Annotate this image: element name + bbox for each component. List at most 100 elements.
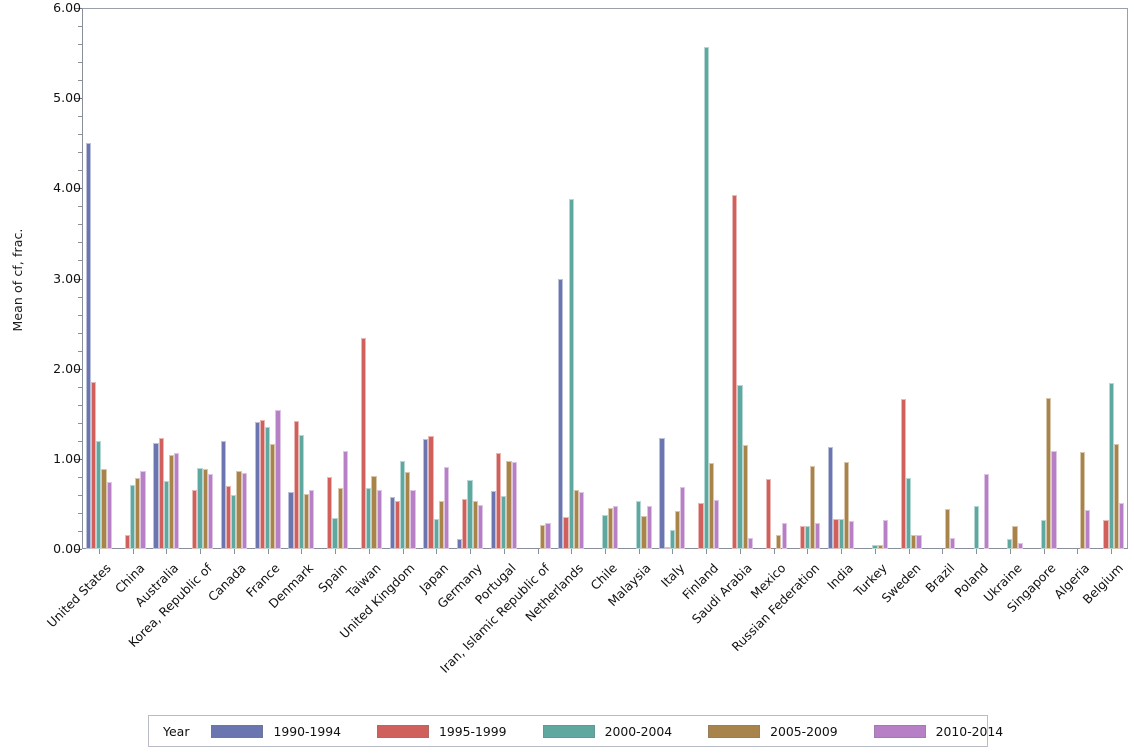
legend-item[interactable]: 2005-2009 — [708, 724, 838, 739]
bar[interactable] — [163, 481, 169, 549]
bar[interactable] — [506, 460, 512, 549]
bar[interactable] — [192, 490, 198, 549]
bar[interactable] — [573, 490, 580, 549]
bar[interactable] — [462, 499, 468, 549]
bar[interactable] — [202, 468, 208, 549]
bar[interactable] — [558, 279, 564, 549]
bar[interactable] — [477, 504, 484, 549]
bar[interactable] — [288, 492, 294, 549]
bar[interactable] — [872, 544, 878, 549]
bar[interactable] — [911, 535, 917, 549]
bar[interactable] — [467, 480, 473, 549]
bar[interactable] — [737, 384, 743, 549]
bar[interactable] — [843, 462, 849, 549]
bar[interactable] — [457, 539, 463, 549]
bar[interactable] — [511, 462, 517, 549]
bar[interactable] — [1108, 383, 1114, 549]
bar[interactable] — [607, 507, 613, 549]
bar[interactable] — [1103, 520, 1109, 549]
bar[interactable] — [428, 436, 434, 549]
bar[interactable] — [501, 495, 507, 549]
bar[interactable] — [1046, 397, 1052, 549]
bar[interactable] — [804, 526, 811, 549]
bar[interactable] — [327, 476, 333, 549]
bar[interactable] — [259, 420, 265, 549]
bar[interactable] — [945, 509, 951, 549]
bar[interactable] — [680, 486, 686, 549]
bar[interactable] — [254, 421, 260, 549]
bar[interactable] — [848, 521, 855, 549]
bar[interactable] — [106, 482, 112, 549]
bar[interactable] — [828, 447, 834, 549]
bar[interactable] — [810, 466, 816, 549]
bar[interactable] — [669, 530, 676, 549]
bar[interactable] — [1113, 443, 1119, 549]
bar[interactable] — [366, 487, 372, 549]
bar[interactable] — [389, 496, 395, 549]
bar[interactable] — [1007, 539, 1013, 549]
bar[interactable] — [579, 492, 585, 549]
bar[interactable] — [332, 518, 338, 549]
bar[interactable] — [394, 501, 400, 549]
bar[interactable] — [714, 500, 720, 549]
bar[interactable] — [298, 435, 304, 549]
bar[interactable] — [747, 538, 753, 549]
bar[interactable] — [337, 487, 343, 549]
bar[interactable] — [675, 511, 681, 549]
bar[interactable] — [568, 199, 574, 549]
bar[interactable] — [236, 471, 242, 549]
bar[interactable] — [799, 525, 805, 549]
legend-item[interactable]: 2000-2004 — [542, 724, 672, 739]
bar[interactable] — [360, 338, 367, 549]
bar[interactable] — [1118, 503, 1125, 549]
bar[interactable] — [602, 514, 608, 549]
bar[interactable] — [444, 466, 450, 549]
bar[interactable] — [776, 534, 782, 549]
bar[interactable] — [732, 194, 738, 549]
bar[interactable] — [742, 445, 748, 549]
bar[interactable] — [275, 410, 281, 549]
bar[interactable] — [815, 522, 821, 549]
bar[interactable] — [438, 501, 445, 549]
bar[interactable] — [168, 455, 175, 549]
bar[interactable] — [423, 439, 429, 549]
bar[interactable] — [1012, 525, 1018, 549]
bar[interactable] — [1085, 510, 1091, 549]
bar[interactable] — [130, 484, 136, 549]
bar[interactable] — [664, 547, 670, 549]
bar[interactable] — [1079, 451, 1086, 549]
bar[interactable] — [781, 522, 787, 549]
bar[interactable] — [472, 501, 478, 549]
bar[interactable] — [303, 494, 310, 549]
bar[interactable] — [636, 501, 642, 549]
bar[interactable] — [270, 443, 276, 549]
bar[interactable] — [140, 471, 146, 549]
bar[interactable] — [158, 438, 164, 549]
bar[interactable] — [1051, 450, 1057, 549]
bar[interactable] — [241, 473, 247, 549]
bar[interactable] — [545, 522, 551, 549]
legend-item[interactable]: 2010-2014 — [873, 724, 1003, 739]
bar[interactable] — [882, 520, 888, 549]
bar[interactable] — [612, 505, 618, 549]
bar[interactable] — [264, 427, 271, 549]
bar[interactable] — [231, 494, 237, 549]
bar[interactable] — [916, 534, 922, 549]
bar[interactable] — [877, 545, 883, 549]
legend-item[interactable]: 1990-1994 — [211, 724, 341, 739]
bar[interactable] — [983, 474, 990, 549]
bar[interactable] — [540, 524, 546, 549]
bar[interactable] — [101, 468, 107, 549]
bar[interactable] — [703, 46, 709, 549]
bar[interactable] — [490, 491, 496, 549]
bar[interactable] — [708, 463, 714, 549]
bar[interactable] — [1041, 520, 1047, 549]
bar[interactable] — [973, 505, 979, 549]
bar[interactable] — [405, 472, 411, 549]
bar[interactable] — [197, 467, 203, 549]
bar[interactable] — [495, 453, 502, 549]
bar[interactable] — [399, 460, 406, 549]
bar[interactable] — [85, 143, 92, 549]
bar[interactable] — [833, 519, 839, 549]
bar[interactable] — [906, 477, 912, 549]
